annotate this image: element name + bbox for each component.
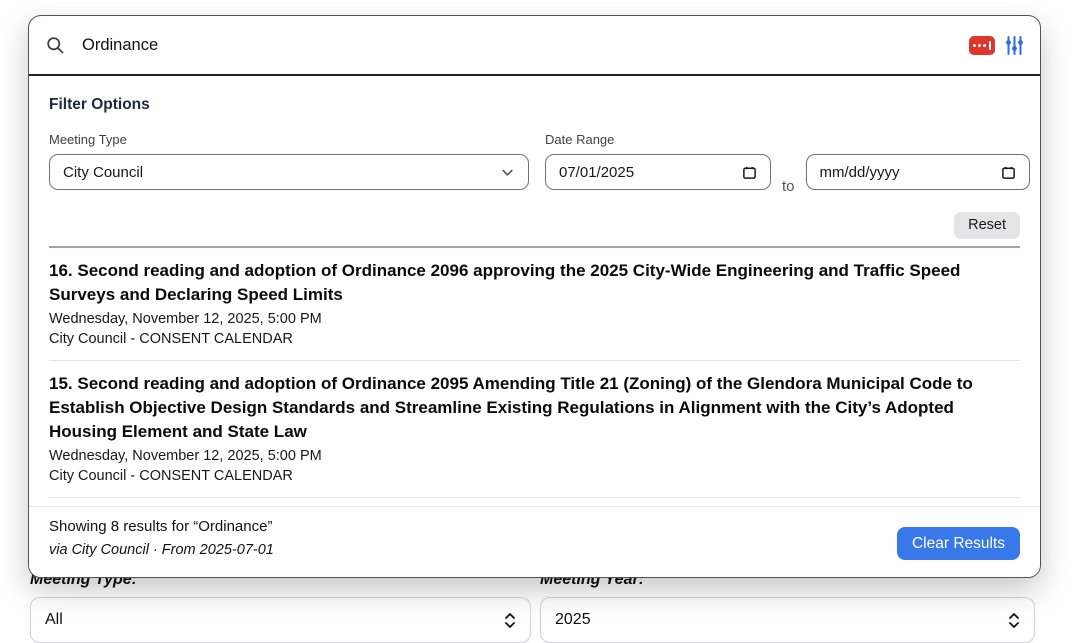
meeting-type-select[interactable]: City Council [49,154,529,190]
bg-meeting-type-select[interactable]: All [30,597,531,643]
bg-meeting-year-value: 2025 [555,611,591,628]
date-to-placeholder: mm/dd/yyyy [819,163,900,181]
clear-results-button[interactable]: Clear Results [896,527,1020,560]
search-filter-panel: Ordinance Filter Options Meeting Type Ci… [28,15,1041,578]
result-meta: City Council - CONSENT CALENDAR [49,331,293,347]
date-from-input[interactable]: 07/01/2025 [545,154,771,190]
result-item[interactable]: 16. Second reading and adoption of Ordin… [49,259,1020,349]
result-datetime: Wednesday, November 12, 2025, 5:00 PM [49,448,322,464]
results-footer: Showing 8 results for “Ordinance” via Ci… [29,506,1040,577]
result-title[interactable]: 16. Second reading and adoption of Ordin… [49,261,961,304]
search-input[interactable]: Ordinance [82,35,159,54]
bg-meeting-year-select[interactable]: 2025 [540,597,1035,643]
date-from-value: 07/01/2025 [559,163,635,181]
results-context: via City Council · From 2025-07-01 [49,542,274,558]
result-datetime: Wednesday, November 12, 2025, 5:00 PM [49,311,322,327]
filter-sliders-icon[interactable] [1005,35,1024,56]
filter-results-divider [49,246,1020,248]
date-to-input[interactable]: mm/dd/yyyy [805,154,1030,190]
up-down-chevrons-icon [504,612,516,629]
result-item[interactable]: 15. Second reading and adoption of Ordin… [49,372,1020,486]
filter-options-heading: Filter Options [49,96,150,113]
result-divider [49,497,1020,498]
filter-and-results: Filter Options Meeting Type City Council… [29,78,1040,506]
search-bar[interactable]: Ordinance [29,16,1040,76]
results-summary: Showing 8 results for “Ordinance” [49,518,273,535]
meeting-type-value: City Council [63,163,144,181]
result-meta: City Council - CONSENT CALENDAR [49,468,293,484]
chevron-down-icon [500,165,515,180]
reset-button[interactable]: Reset [954,212,1020,239]
date-range-label: Date Range [545,132,615,147]
meeting-type-field: Meeting Type City Council [49,132,529,195]
search-icon [45,35,65,55]
bg-meeting-type-value: All [45,611,63,628]
to-label: to [782,178,795,195]
calendar-icon[interactable] [742,165,757,180]
password-autofill-icon[interactable] [969,35,995,55]
date-range-field: Date Range 07/01/2025 to [545,132,1030,195]
up-down-chevrons-icon [1008,612,1020,629]
result-title[interactable]: 15. Second reading and adoption of Ordin… [49,374,973,441]
calendar-icon[interactable] [1001,165,1016,180]
result-divider [49,360,1020,361]
meeting-type-label: Meeting Type [49,132,127,147]
results-list: 16. Second reading and adoption of Ordin… [49,259,1020,506]
